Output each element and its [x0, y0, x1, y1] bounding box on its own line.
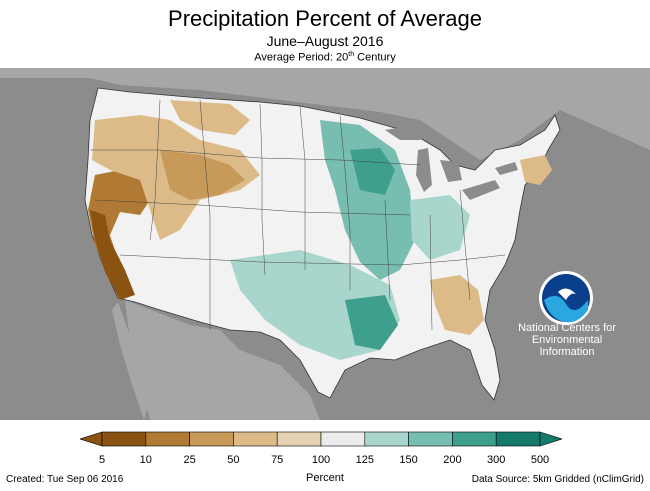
- great-lakes: [385, 125, 518, 200]
- legend-tick-label: 75: [271, 454, 284, 466]
- noaa-ncei-label: National Centers for Environmental Infor…: [512, 322, 622, 358]
- map-panel: National Centers for Environmental Infor…: [0, 68, 650, 420]
- legend-swatch: [320, 431, 366, 447]
- legend-tick-label: 50: [227, 454, 240, 466]
- legend-tick-label: 100: [311, 454, 331, 466]
- noaa-line-2: Environmental: [531, 334, 603, 346]
- legend-swatch: [495, 431, 541, 447]
- legend-tick-label: 10: [139, 454, 152, 466]
- legend-swatch: [364, 431, 409, 447]
- precipitation-map: [0, 68, 650, 420]
- legend-swatch: [276, 431, 322, 447]
- legend-swatch: [145, 431, 190, 447]
- wet-ohio-valley: [410, 195, 470, 260]
- created-date: Created: Tue Sep 06 2016: [6, 474, 124, 485]
- dry-northeast: [520, 155, 552, 185]
- legend-swatch: [233, 431, 278, 447]
- wet-louisiana: [345, 295, 398, 350]
- wet-upper-midwest: [350, 148, 395, 195]
- map-title: Precipitation Percent of Average: [168, 6, 482, 31]
- color-legend-bar: [80, 431, 562, 447]
- legend-tick-label: 25: [183, 454, 196, 466]
- legend-tick-label: 125: [355, 454, 374, 466]
- legend-tick-label: 200: [443, 454, 462, 466]
- legend-swatch: [101, 431, 147, 447]
- dry-california-deep: [90, 210, 135, 300]
- average-period: Average Period: 20th Century: [0, 51, 650, 64]
- dry-montana: [170, 100, 250, 135]
- noaa-logo: [539, 271, 593, 325]
- state-lines: [90, 99, 506, 331]
- legend-arrow-right: [539, 431, 562, 447]
- legend-title: Percent: [306, 472, 344, 484]
- legend-tick-label: 150: [399, 454, 418, 466]
- legend-arrow-left: [80, 431, 103, 447]
- legend-swatches: [80, 431, 562, 447]
- legend-tick-label: 500: [530, 454, 550, 466]
- baja-land: [112, 302, 150, 420]
- legend-swatch: [452, 431, 497, 447]
- map-subtitle: June–August 2016: [266, 33, 384, 49]
- noaa-line-1: National Centers for: [518, 322, 616, 334]
- data-source: Data Source: 5km Gridded (nClimGrid): [471, 474, 644, 485]
- dry-rockies: [160, 150, 245, 200]
- period-superscript: th: [348, 51, 355, 58]
- period-suffix: Century: [354, 51, 396, 64]
- legend-swatch: [408, 431, 453, 447]
- legend-swatch: [189, 431, 234, 447]
- mexico-land: [125, 300, 320, 420]
- noaa-line-3: Information: [539, 346, 595, 358]
- canada-land: [0, 68, 650, 160]
- dry-southeast: [430, 275, 484, 335]
- legend-tick-label: 300: [487, 454, 506, 466]
- legend-tick-label: 5: [98, 454, 106, 466]
- period-prefix: Average Period: 20: [254, 51, 349, 64]
